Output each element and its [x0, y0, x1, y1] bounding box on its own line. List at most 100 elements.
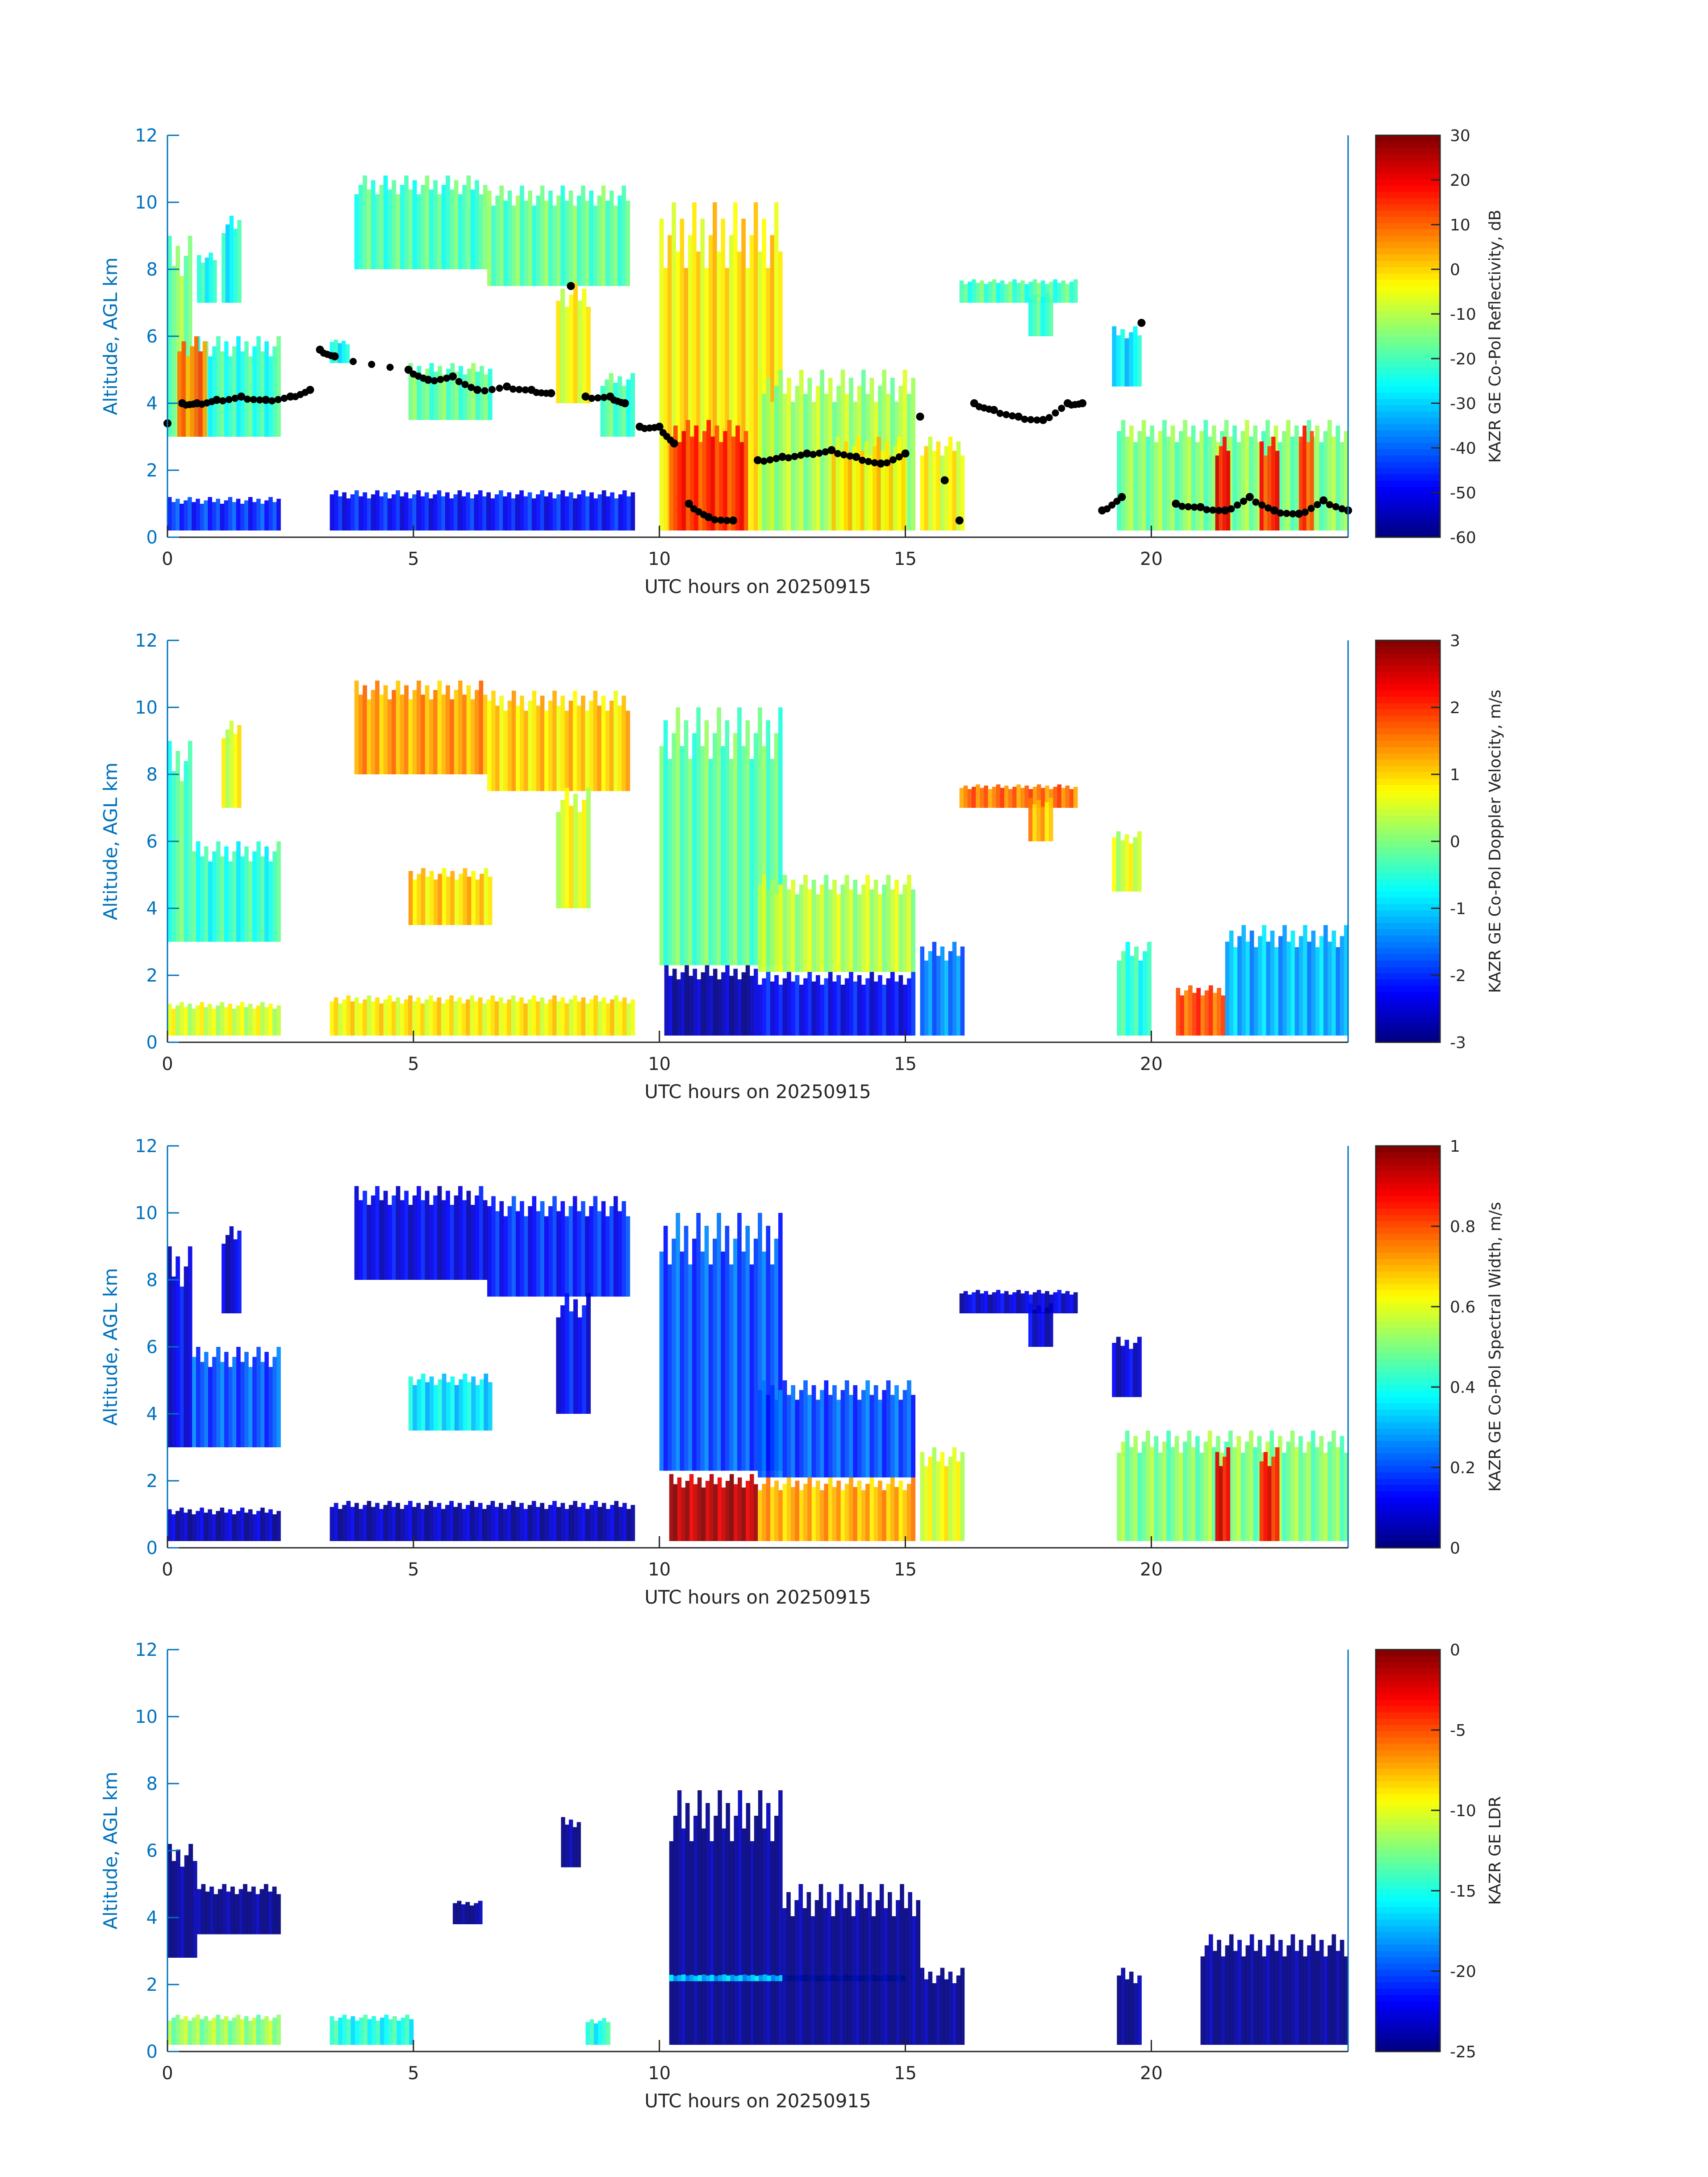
data-cell — [371, 690, 376, 774]
data-cell — [217, 1889, 222, 1935]
colorbar-swatch — [1376, 229, 1440, 236]
data-cell — [976, 784, 980, 808]
data-cell — [429, 871, 434, 925]
data-cell — [1208, 1934, 1213, 2045]
data-cell — [815, 1400, 820, 1478]
data-cell — [928, 1457, 933, 1541]
colorbar-swatch — [1376, 1202, 1440, 1209]
data-cell — [749, 976, 754, 1036]
data-cell — [494, 1507, 499, 1541]
data-cell — [882, 985, 887, 1036]
data-cell — [256, 1347, 261, 1447]
data-cell — [560, 185, 565, 286]
data-cell — [873, 1487, 878, 1541]
data-cell — [952, 451, 957, 531]
data-cell — [192, 1514, 196, 1541]
data-cell — [354, 681, 359, 774]
data-cell — [425, 175, 430, 269]
data-cell — [693, 1976, 698, 1981]
data-cell — [770, 402, 775, 531]
data-cell — [1263, 1452, 1268, 1541]
colorbar-swatch — [1376, 1982, 1440, 1989]
data-cell — [786, 972, 791, 1036]
data-cell — [1290, 1430, 1295, 1541]
colorbar-swatch — [1376, 1422, 1440, 1429]
data-cell — [486, 1505, 491, 1541]
data-cell — [856, 437, 861, 531]
data-cell — [697, 1477, 702, 1541]
data-cell — [478, 997, 483, 1036]
data-cell — [495, 706, 500, 791]
data-cell — [889, 455, 894, 531]
data-cell — [560, 800, 565, 908]
data-cell — [688, 235, 693, 531]
data-cell — [354, 194, 359, 269]
cloud-base-point — [581, 393, 590, 401]
data-cell — [1249, 1934, 1254, 2045]
data-cell — [1336, 1447, 1341, 1541]
data-cell — [515, 196, 520, 286]
data-cell — [230, 1886, 235, 1935]
colorbar-swatch — [1376, 411, 1440, 418]
data-cell — [1241, 925, 1246, 1036]
data-cell — [593, 1196, 598, 1297]
data-cell — [412, 690, 417, 774]
data-cell — [835, 437, 840, 531]
data-cell — [429, 1376, 434, 1431]
data-cell — [470, 1501, 475, 1541]
colorbar-swatch — [1376, 1976, 1440, 1983]
colorbar-swatch — [1376, 1372, 1440, 1379]
data-cell — [681, 431, 686, 531]
data-cell — [1032, 804, 1037, 841]
data-cell — [425, 1191, 430, 1280]
colorbar-swatch — [1376, 684, 1440, 691]
data-cell — [1041, 280, 1045, 303]
data-cell — [1024, 284, 1029, 303]
data-cell — [226, 1891, 231, 1935]
data-cell — [1282, 431, 1286, 531]
data-cell — [233, 229, 238, 303]
data-cell — [474, 1903, 479, 1924]
data-cell — [824, 978, 829, 1036]
data-cell — [236, 1005, 241, 1036]
cloud-base-point — [268, 397, 276, 405]
colorbar-swatch — [1376, 2001, 1440, 2008]
data-cell — [498, 1503, 503, 1541]
x-tick-label: 10 — [648, 2063, 671, 2084]
data-cell — [572, 205, 577, 286]
colorbar-swatch — [1376, 986, 1440, 993]
data-cell — [1000, 280, 1005, 303]
colorbar-tick-label: -10 — [1450, 1802, 1476, 1820]
colorbar-swatch — [1376, 979, 1440, 986]
colorbar-swatch — [1376, 2045, 1440, 2052]
data-cell — [696, 251, 701, 531]
data-cell — [669, 1975, 674, 1981]
data-cell — [220, 1002, 225, 1036]
data-cell — [1200, 1956, 1205, 2045]
cloud-base-point — [330, 352, 339, 360]
data-cell — [1178, 1453, 1183, 1541]
data-cell — [745, 268, 750, 531]
data-cell — [441, 694, 446, 774]
colorbar-swatch — [1376, 898, 1440, 905]
x-tick-label: 0 — [162, 1559, 173, 1580]
colorbar-swatch — [1376, 148, 1440, 155]
data-cell — [1129, 1447, 1134, 1541]
data-cell — [450, 1205, 455, 1280]
data-cell — [576, 196, 581, 286]
data-cell — [408, 498, 413, 531]
data-cell — [878, 894, 882, 972]
data-cell — [232, 502, 237, 531]
data-cell — [799, 1490, 804, 1541]
data-cell — [461, 1904, 466, 1924]
data-cell — [507, 999, 512, 1036]
cloud-base-point — [996, 409, 1004, 417]
data-cell — [614, 1196, 618, 1297]
data-cell — [462, 185, 467, 269]
data-cell — [417, 873, 422, 925]
data-cell — [483, 185, 488, 269]
y-tick-label: 12 — [135, 125, 158, 146]
data-cell — [1236, 442, 1241, 531]
data-cell — [1117, 1975, 1121, 2045]
